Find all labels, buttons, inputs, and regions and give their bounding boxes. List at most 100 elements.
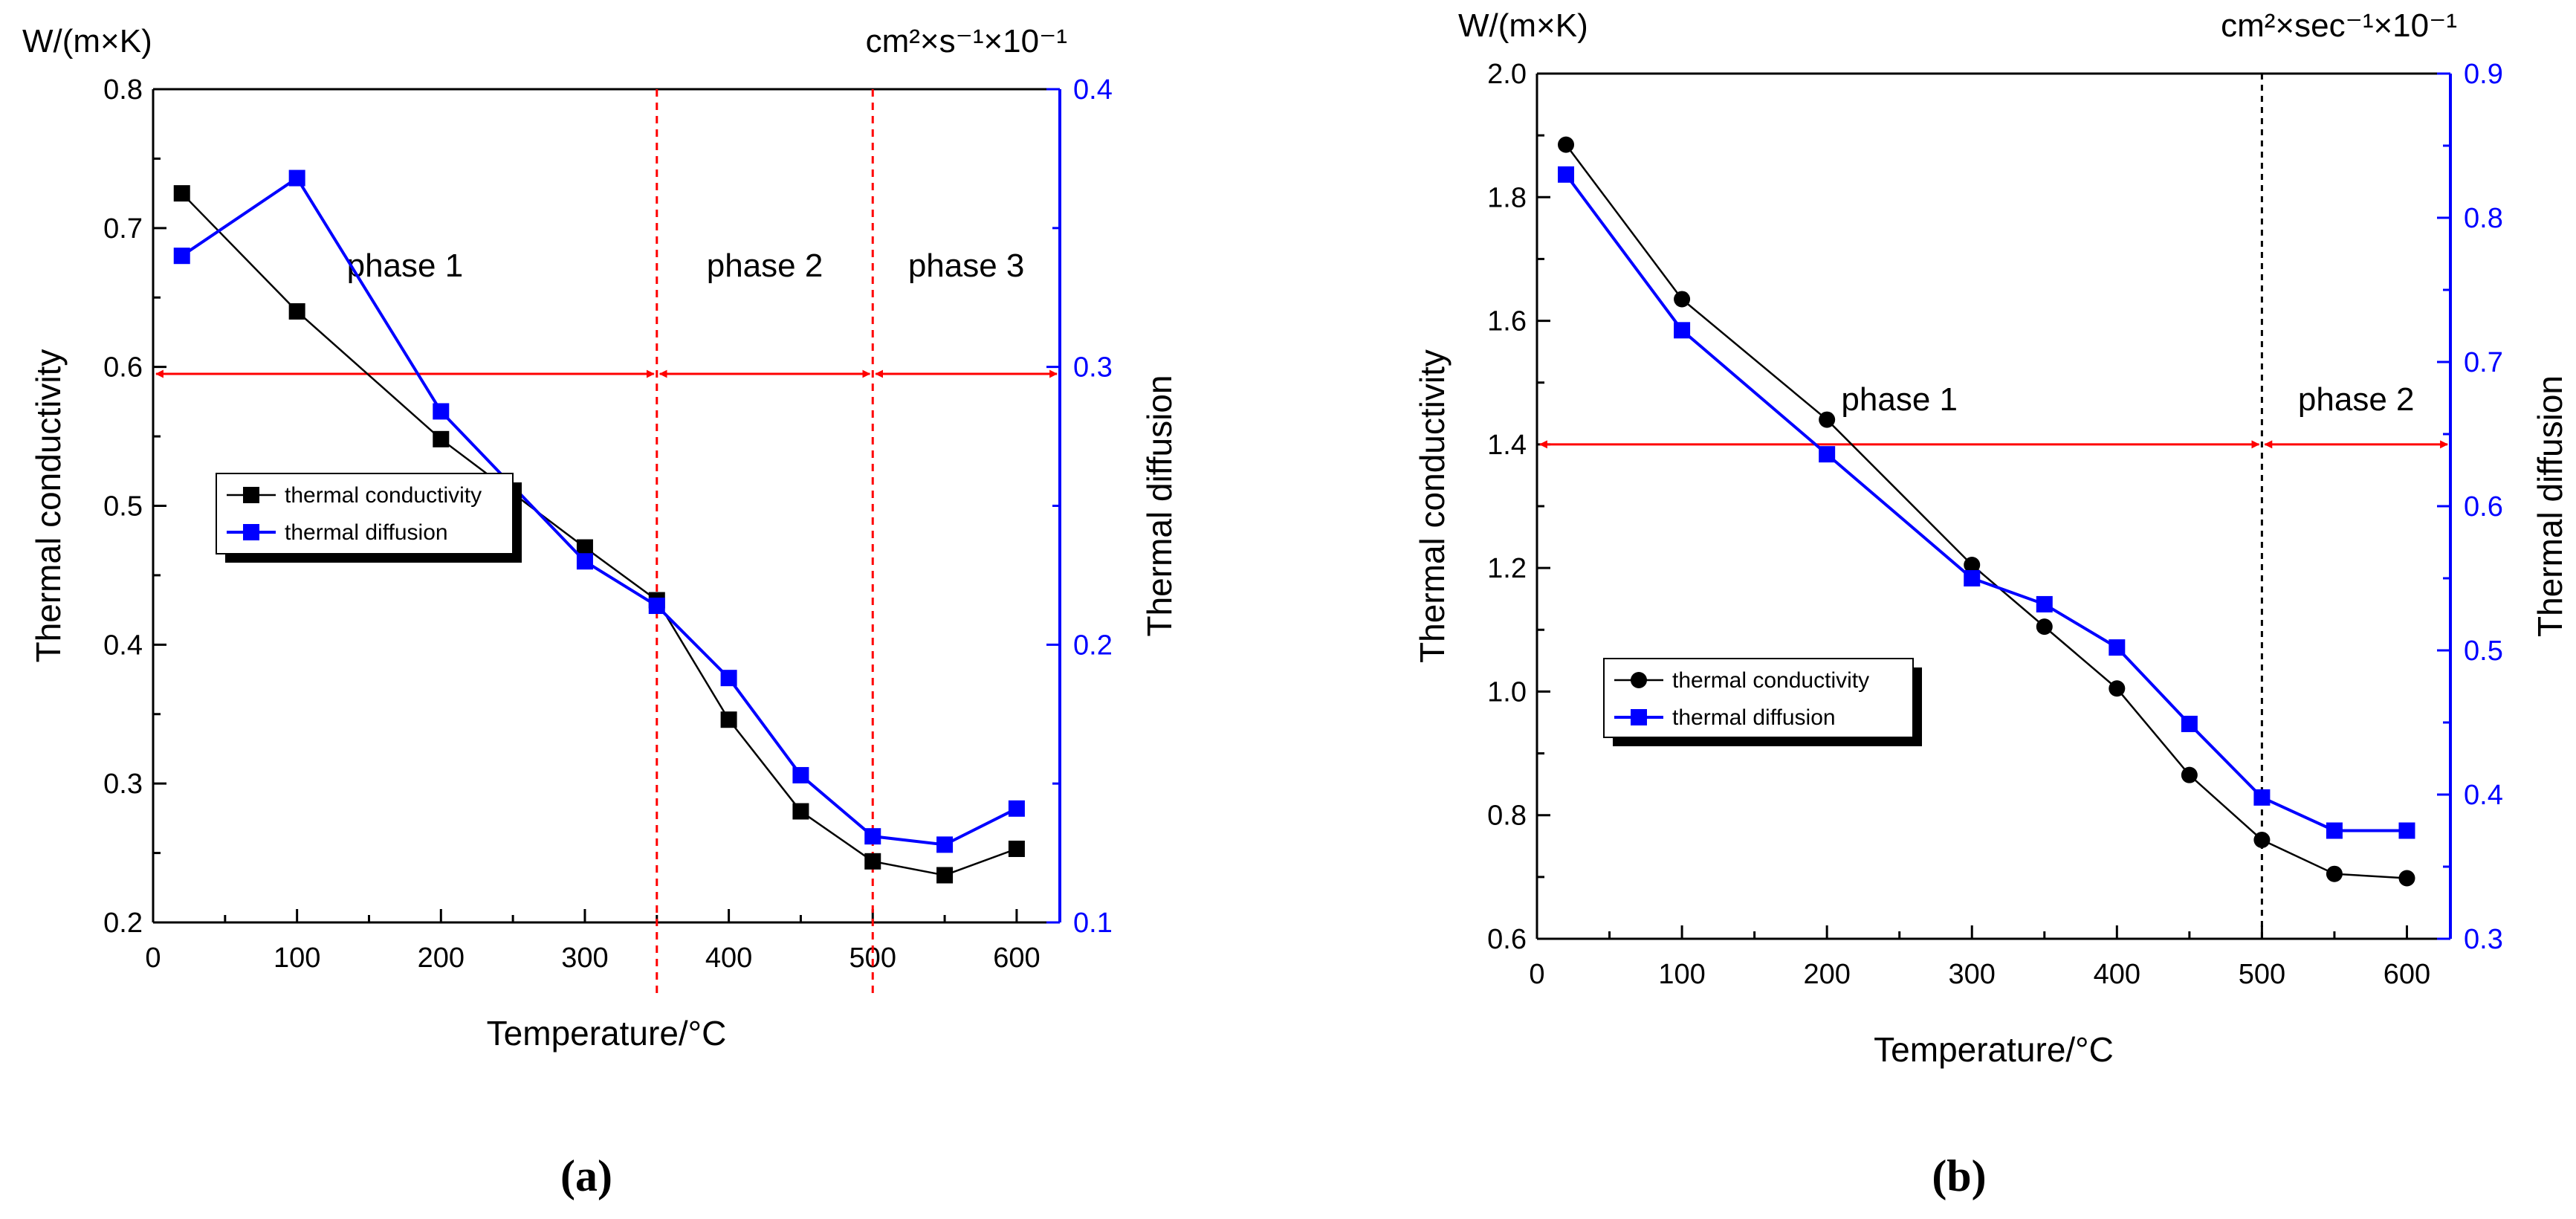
data-point xyxy=(1964,556,1981,573)
data-point xyxy=(2181,715,2198,732)
y-tick-label: 0.8 xyxy=(103,74,143,106)
x-tick-label: 600 xyxy=(2384,959,2430,990)
y-tick-label: 2.0 xyxy=(1487,59,1527,90)
data-point xyxy=(2398,870,2415,887)
x-tick-label: 100 xyxy=(1658,959,1705,990)
data-point xyxy=(2109,680,2126,697)
data-point xyxy=(288,303,305,320)
series-line-thermal-diffusion xyxy=(181,175,1017,847)
y2-tick-label: 0.8 xyxy=(2464,203,2503,234)
x-tick-label: 300 xyxy=(1949,959,1996,990)
x-tick-label: 0 xyxy=(1529,959,1544,990)
x-axis-title: Temperature/°C xyxy=(1874,1030,2114,1069)
data-point xyxy=(1558,136,1575,153)
y-axis-title: Thermal conductivity xyxy=(29,349,68,663)
y-tick-label: 0.6 xyxy=(103,352,143,384)
data-point xyxy=(173,185,190,202)
data-point xyxy=(720,711,737,728)
y-tick-label: 1.4 xyxy=(1487,430,1527,461)
data-point xyxy=(2326,865,2343,882)
y-axis-unit: W/(m×K) xyxy=(22,23,152,59)
data-point xyxy=(1819,411,1836,428)
x-tick-label: 500 xyxy=(2239,959,2285,990)
y-tick-label: 1.0 xyxy=(1487,676,1527,708)
data-point xyxy=(1819,446,1836,463)
figure-caption: (a) xyxy=(560,1151,612,1200)
y2-tick-label: 0.6 xyxy=(2464,491,2503,523)
chart-a: 0 100 200 300 400 500 6000.20.30.40.50.60.70.8… xyxy=(22,23,1179,1200)
legend-marker xyxy=(243,524,259,540)
phase-label: phase 1 xyxy=(347,248,464,284)
y-tick-label: 1.2 xyxy=(1487,553,1527,584)
x-tick-label: 100 xyxy=(274,942,320,974)
y2-axis-unit: cm²×s⁻¹×10⁻¹ xyxy=(866,23,1067,59)
y2-tick-label: 0.3 xyxy=(2464,924,2503,955)
data-point xyxy=(1964,570,1981,586)
legend-label: thermal diffusion xyxy=(285,520,448,545)
legend-label: thermal diffusion xyxy=(1672,705,1836,730)
data-point xyxy=(433,430,450,447)
phase-label: phase 3 xyxy=(908,248,1025,284)
y-axis-title: Thermal conductivity xyxy=(1413,349,1452,663)
data-point xyxy=(792,766,809,783)
phase-label: phase 1 xyxy=(1841,381,1958,418)
data-point xyxy=(2109,639,2126,656)
data-point xyxy=(792,803,809,820)
series-line-thermal-diffusion xyxy=(1564,173,2407,832)
x-axis-title: Temperature/°C xyxy=(487,1014,727,1053)
y2-tick-label: 0.4 xyxy=(1073,74,1113,106)
data-point xyxy=(2181,766,2198,783)
data-point xyxy=(1674,322,1691,339)
series-line-thermal-conductivity xyxy=(181,193,1017,876)
chart-b: 0 100 200 300 400 500 600 0.6 0.8 1.0 1.2 1.4 1.6 1.8… xyxy=(1413,7,2569,1200)
data-point xyxy=(1008,840,1025,857)
legend-label: thermal conductivity xyxy=(1672,668,1869,693)
phase-label: phase 2 xyxy=(2298,381,2415,418)
data-point xyxy=(576,553,593,570)
data-point xyxy=(864,828,881,845)
data-point xyxy=(576,539,593,556)
legend-marker xyxy=(1631,672,1647,688)
data-point xyxy=(433,403,450,420)
y2-tick-label: 0.4 xyxy=(2464,780,2503,811)
y-tick-label: 0.5 xyxy=(103,491,143,523)
data-point xyxy=(2326,822,2343,839)
data-point xyxy=(720,670,737,687)
data-point xyxy=(2398,822,2415,839)
legend xyxy=(1603,658,1914,738)
data-point xyxy=(936,836,954,853)
data-point xyxy=(288,169,305,187)
y2-tick-label: 0.3 xyxy=(1073,352,1113,384)
y2-tick-label: 0.2 xyxy=(1073,630,1113,661)
x-tick-label: 0 xyxy=(145,942,161,974)
x-tick-label: 600 xyxy=(993,942,1040,974)
y2-axis-title: Thermal diffusion xyxy=(1140,375,1179,637)
y-tick-label: 0.4 xyxy=(103,630,143,661)
y2-tick-label: 0.1 xyxy=(1073,908,1113,939)
y-tick-label: 1.6 xyxy=(1487,306,1527,337)
x-tick-label: 300 xyxy=(561,942,608,974)
y-tick-label: 0.6 xyxy=(1487,924,1527,955)
data-point xyxy=(1674,291,1691,308)
y-tick-label: 0.2 xyxy=(103,908,143,939)
data-point xyxy=(2253,789,2271,806)
data-point xyxy=(864,853,881,870)
x-tick-label: 400 xyxy=(2094,959,2140,990)
legend-marker xyxy=(243,487,259,503)
legend-label: thermal conductivity xyxy=(285,483,482,508)
legend-marker xyxy=(1631,709,1647,725)
legend xyxy=(216,473,514,554)
data-point xyxy=(2036,618,2053,636)
figure-caption: (b) xyxy=(1932,1151,1986,1200)
y2-axis-unit: cm²×sec⁻¹×10⁻¹ xyxy=(2221,7,2457,44)
y-axis-unit: W/(m×K) xyxy=(1458,7,1588,44)
x-tick-label: 200 xyxy=(418,942,465,974)
data-point xyxy=(2036,595,2053,612)
y2-axis-title: Thermal diffusion xyxy=(2531,375,2569,637)
y2-tick-label: 0.5 xyxy=(2464,636,2503,667)
phase-label: phase 2 xyxy=(707,248,823,284)
x-tick-label: 200 xyxy=(1803,959,1850,990)
y-tick-label: 1.8 xyxy=(1487,182,1527,213)
y2-tick-label: 0.9 xyxy=(2464,59,2503,90)
